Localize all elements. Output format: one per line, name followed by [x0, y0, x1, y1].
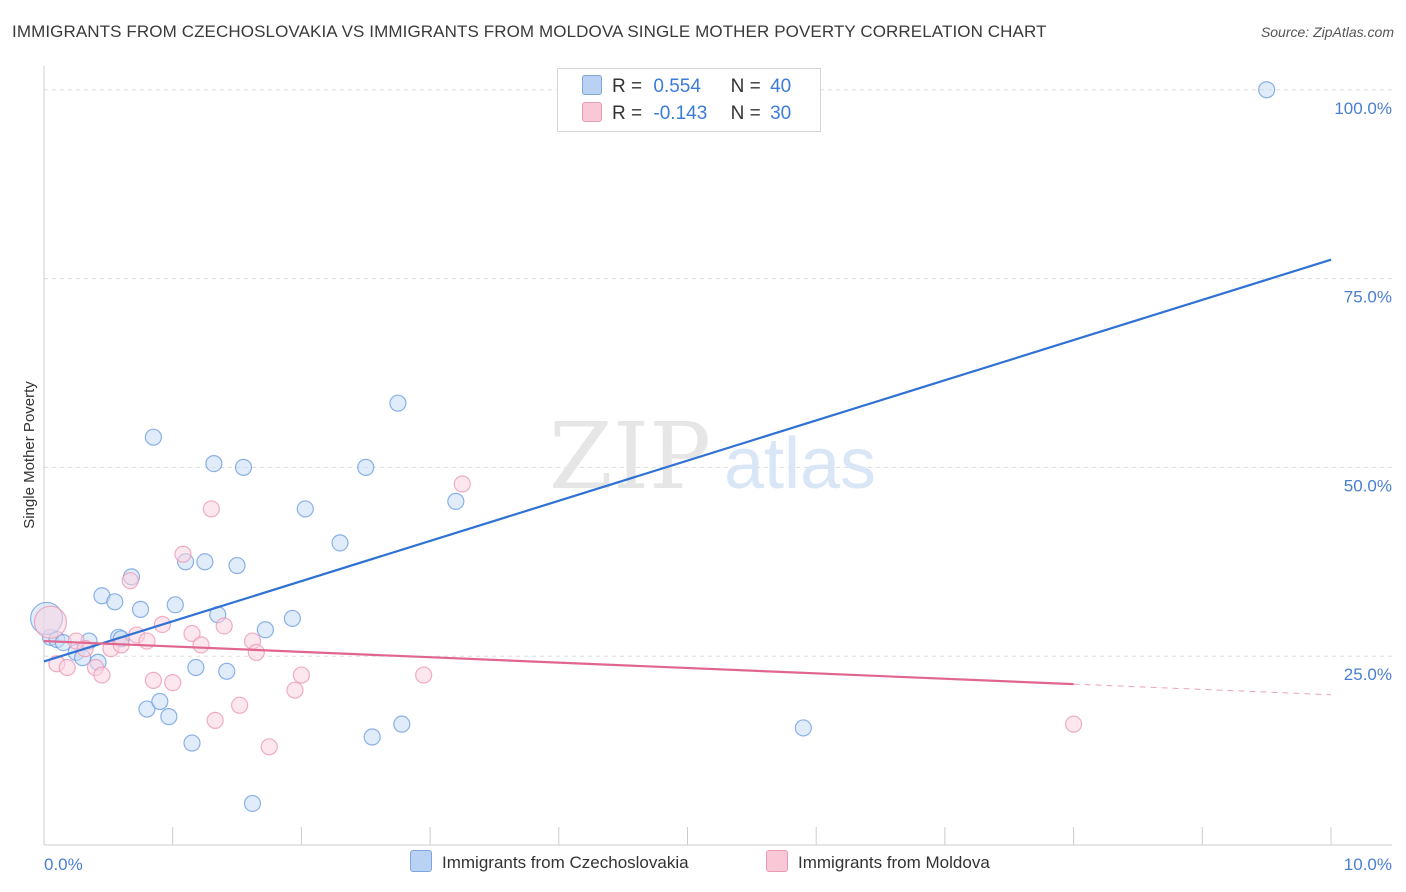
- y-tick-label: 100.0%: [1334, 99, 1392, 118]
- czechoslovakia-point: [160, 708, 178, 726]
- czechoslovakia-point: [234, 458, 253, 476]
- bottom-legend-swatch-blue: [410, 850, 432, 872]
- watermark-atlas: atlas: [724, 424, 876, 504]
- watermark: ZIP atlas: [549, 403, 876, 510]
- czechoslovakia-point: [331, 534, 349, 552]
- trendline: [43, 258, 1332, 663]
- legend-swatch-blue: [582, 75, 602, 95]
- bottom-legend-moldova: Immigrants from Moldova: [766, 850, 990, 873]
- czechoslovakia-point: [243, 794, 262, 813]
- moldova-point: [183, 624, 201, 643]
- moldova-point: [206, 711, 224, 729]
- legend-n-label: N =: [730, 103, 761, 124]
- moldova-point: [247, 643, 265, 662]
- czechoslovakia-point: [138, 700, 156, 718]
- legend-r-label: R =: [612, 103, 643, 124]
- tick-labels: 25.0% 50.0% 75.0% 100.0% 0.0% 10.0%: [44, 99, 1392, 874]
- czechoslovakia-point: [218, 662, 236, 680]
- y-tick-label: 75.0%: [1344, 288, 1392, 307]
- source-label: Source: ZipAtlas.com: [1260, 24, 1394, 40]
- czechoslovakia-point: [151, 692, 169, 711]
- czechoslovakia-point: [144, 428, 162, 446]
- legend-swatch-pink: [582, 102, 602, 122]
- moldova-point: [174, 545, 192, 563]
- correlation-legend: R = 0.554 N = 40 R = -0.143 N = 30: [557, 68, 821, 132]
- x-tick-label: 0.0%: [44, 855, 83, 874]
- legend-row-czechoslovakia: R = 0.554 N = 40: [582, 75, 791, 101]
- czechoslovakia-point: [389, 394, 407, 412]
- bottom-legend-czechoslovakia: Immigrants from Czechoslovakia: [410, 850, 689, 873]
- axes: [43, 66, 1392, 846]
- legend-n-label: N =: [730, 76, 761, 97]
- moldova-point: [1064, 715, 1083, 733]
- moldova-point: [192, 636, 210, 654]
- czechoslovakia-point: [296, 500, 314, 518]
- czechoslovakia-point: [228, 556, 246, 575]
- czechoslovakia-point: [256, 621, 274, 639]
- watermark-zip: ZIP: [549, 403, 711, 510]
- legend-r-value: 0.554: [653, 76, 701, 97]
- y-tick-label: 50.0%: [1344, 476, 1392, 495]
- bottom-legend-swatch-pink: [766, 850, 788, 872]
- czechoslovakia-point: [205, 455, 223, 473]
- moldova-point: [33, 605, 68, 639]
- legend-r-value: -0.143: [653, 103, 708, 124]
- moldova-point: [215, 617, 233, 635]
- moldova-point: [260, 738, 278, 756]
- czechoslovakia-point: [187, 658, 205, 677]
- czechoslovakia-point: [393, 715, 411, 733]
- moldova-point: [202, 500, 220, 518]
- czechoslovakia-point: [357, 458, 375, 476]
- czechoslovakia-point: [196, 553, 214, 571]
- legend-r-label: R =: [612, 76, 643, 97]
- y-axis-label: Single Mother Poverty: [21, 381, 38, 529]
- moldova-point: [415, 666, 433, 684]
- gridlines: [44, 89, 1392, 657]
- czechoslovakia-point: [166, 596, 184, 614]
- moldova-point: [121, 572, 139, 590]
- czechoslovakia-point: [283, 609, 301, 628]
- moldova-point: [144, 671, 162, 689]
- czechoslovakia-point: [363, 728, 381, 746]
- y-tick-label: 25.0%: [1344, 665, 1392, 684]
- moldova-point: [292, 666, 310, 684]
- legend-row-moldova: R = -0.143 N = 30: [582, 102, 791, 128]
- trendline-extension: [1073, 683, 1332, 696]
- trendline: [43, 639, 1074, 686]
- bottom-legend-label: Immigrants from Moldova: [798, 853, 990, 872]
- moldova-point: [93, 666, 111, 684]
- legend-n-value: 30: [770, 103, 792, 124]
- x-tick-label: 10.0%: [1344, 855, 1392, 874]
- czechoslovakia-point: [1258, 81, 1276, 99]
- moldova-point: [453, 475, 471, 493]
- czechoslovakia-point: [106, 593, 124, 611]
- moldova-point: [286, 681, 304, 699]
- moldova-point: [231, 696, 249, 714]
- moldova-point: [58, 658, 76, 677]
- czechoslovakia-point: [131, 600, 150, 618]
- chart-title: IMMIGRANTS FROM CZECHOSLOVAKIA VS IMMIGR…: [12, 22, 1047, 41]
- legend-n-value: 40: [770, 76, 792, 97]
- czechoslovakia-point: [183, 734, 201, 752]
- bottom-legend-label: Immigrants from Czechoslovakia: [442, 853, 689, 872]
- czechoslovakia-point: [794, 719, 812, 737]
- moldova-point: [164, 674, 182, 692]
- czechoslovakia-point: [447, 492, 465, 510]
- trendlines: [43, 258, 1332, 696]
